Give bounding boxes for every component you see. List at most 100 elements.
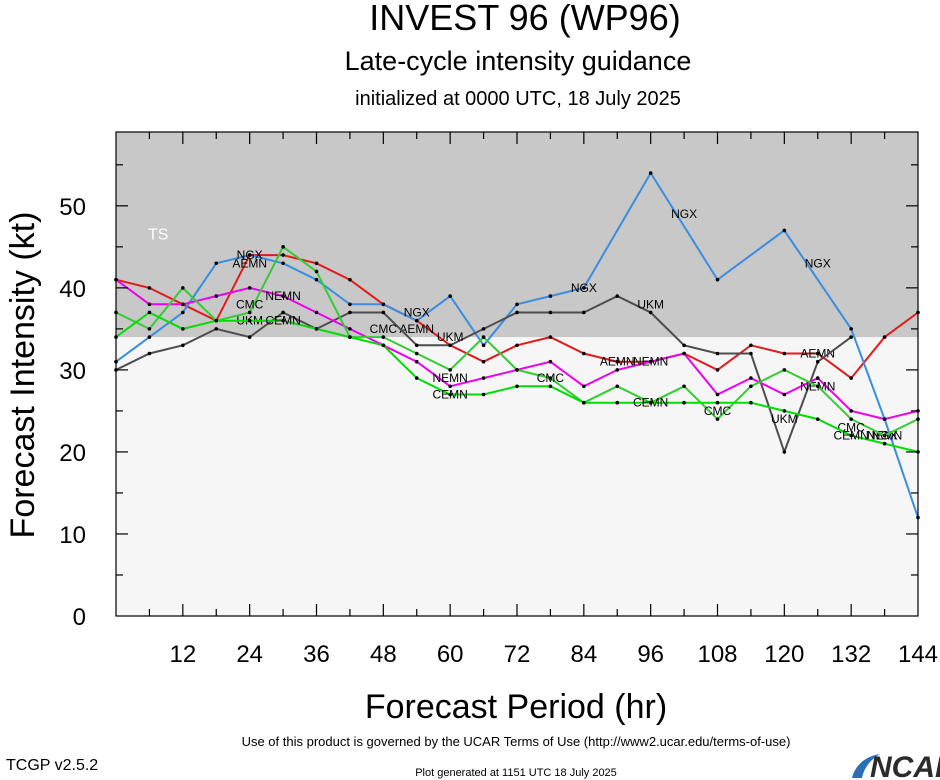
x-tick-label: 96 bbox=[637, 641, 664, 668]
data-point bbox=[348, 302, 352, 307]
data-point bbox=[448, 294, 452, 298]
ts-band-label: TS bbox=[148, 227, 168, 244]
data-point bbox=[314, 327, 319, 331]
data-point bbox=[348, 277, 352, 282]
x-tick-label: 144 bbox=[898, 641, 938, 668]
data-point bbox=[247, 286, 252, 290]
data-point bbox=[582, 384, 586, 389]
series-layer: AEMNAEMNAEMNAEMNNGXNGXNGXNGXNGXNGXUKMUKM… bbox=[114, 171, 920, 520]
y-tick-label: 40 bbox=[59, 276, 86, 303]
data-point bbox=[815, 351, 820, 356]
data-point bbox=[515, 302, 519, 307]
data-point bbox=[782, 228, 787, 233]
y-tick-label: 10 bbox=[59, 522, 86, 549]
data-point bbox=[181, 343, 185, 348]
data-point bbox=[147, 302, 152, 307]
series-label: CEMN bbox=[265, 314, 300, 328]
data-point bbox=[582, 310, 586, 315]
series-label: NGX bbox=[805, 256, 831, 270]
data-point bbox=[548, 310, 553, 315]
series-label: CMC bbox=[370, 322, 398, 336]
series-label: CMC bbox=[704, 404, 732, 418]
data-point bbox=[782, 409, 787, 413]
data-point bbox=[147, 351, 152, 356]
data-point bbox=[615, 384, 620, 389]
chart-title: INVEST 96 (WP96) bbox=[369, 0, 680, 38]
data-point bbox=[247, 335, 252, 339]
data-point bbox=[147, 335, 152, 339]
x-tick-label: 12 bbox=[169, 641, 196, 668]
data-point bbox=[615, 368, 620, 372]
y-tick-label: 0 bbox=[73, 604, 86, 631]
data-point bbox=[515, 368, 519, 372]
data-point bbox=[648, 400, 653, 405]
data-point bbox=[281, 245, 285, 249]
data-point bbox=[715, 392, 720, 397]
data-point bbox=[849, 409, 853, 413]
data-point bbox=[314, 310, 319, 315]
series-label: NGX bbox=[671, 207, 697, 221]
data-point bbox=[715, 400, 720, 405]
data-point bbox=[548, 384, 553, 389]
series-label: UKM bbox=[637, 297, 664, 311]
data-point bbox=[782, 368, 787, 372]
data-point bbox=[448, 392, 452, 397]
data-point bbox=[715, 417, 720, 421]
data-point bbox=[782, 351, 787, 356]
data-point bbox=[281, 261, 285, 266]
series-label: UKM bbox=[771, 412, 798, 426]
data-point bbox=[348, 335, 352, 339]
series-label: AEMN bbox=[800, 346, 835, 360]
axis-ticks: 12 24 36 48 60 72 84 96 108 120 132 144 0 10 20 30 40 50 bbox=[59, 132, 938, 668]
data-point bbox=[381, 335, 386, 339]
data-point bbox=[749, 343, 753, 348]
x-tick-label: 120 bbox=[764, 641, 804, 668]
terms-of-use: Use of this product is governed by the U… bbox=[242, 734, 791, 749]
data-point bbox=[448, 384, 452, 389]
data-point bbox=[548, 294, 553, 298]
y-tick-label: 20 bbox=[59, 440, 86, 467]
series-label: NEMN bbox=[432, 371, 467, 385]
data-point bbox=[281, 253, 285, 257]
y-axis-title: Forecast Intensity (kt) bbox=[4, 212, 42, 539]
data-point bbox=[448, 343, 452, 348]
data-point bbox=[414, 318, 419, 323]
plot-area: TS AEMNAEMNAEMNAEMNNGXNGXNGXNGXNGXNGXUKM… bbox=[59, 131, 938, 668]
data-point bbox=[147, 327, 152, 331]
chart-init-time: initialized at 0000 UTC, 18 July 2025 bbox=[355, 88, 681, 110]
data-point bbox=[749, 351, 753, 356]
x-tick-label: 36 bbox=[303, 641, 330, 668]
data-point bbox=[582, 400, 586, 405]
data-point bbox=[615, 294, 620, 298]
data-point bbox=[247, 310, 252, 315]
series-cemn: CEMN CEMN CEMN CEMN bbox=[114, 310, 920, 454]
data-point bbox=[414, 351, 419, 356]
ncar-logo: NCAR bbox=[852, 751, 940, 780]
data-point bbox=[682, 343, 686, 348]
data-point bbox=[214, 318, 219, 323]
data-point bbox=[515, 384, 519, 389]
data-point bbox=[815, 376, 820, 380]
data-point bbox=[682, 351, 686, 356]
ncar-logo-mark bbox=[852, 754, 880, 778]
series-label: AEMN bbox=[600, 355, 635, 369]
data-point bbox=[682, 400, 686, 405]
data-point bbox=[782, 450, 787, 454]
data-point bbox=[882, 417, 887, 421]
data-point bbox=[214, 294, 219, 298]
version-label: TCGP v2.5.2 bbox=[6, 757, 98, 774]
data-point bbox=[782, 392, 787, 397]
data-point bbox=[648, 310, 653, 315]
data-point bbox=[414, 359, 419, 364]
data-point bbox=[515, 310, 519, 315]
data-point bbox=[147, 310, 152, 315]
data-point bbox=[715, 368, 720, 372]
data-point bbox=[214, 261, 219, 266]
data-point bbox=[548, 359, 553, 364]
data-point bbox=[715, 351, 720, 356]
series-label: CMC bbox=[537, 371, 565, 385]
data-point bbox=[147, 286, 152, 290]
data-point bbox=[582, 351, 586, 356]
data-point bbox=[214, 327, 219, 331]
data-point bbox=[314, 269, 319, 274]
